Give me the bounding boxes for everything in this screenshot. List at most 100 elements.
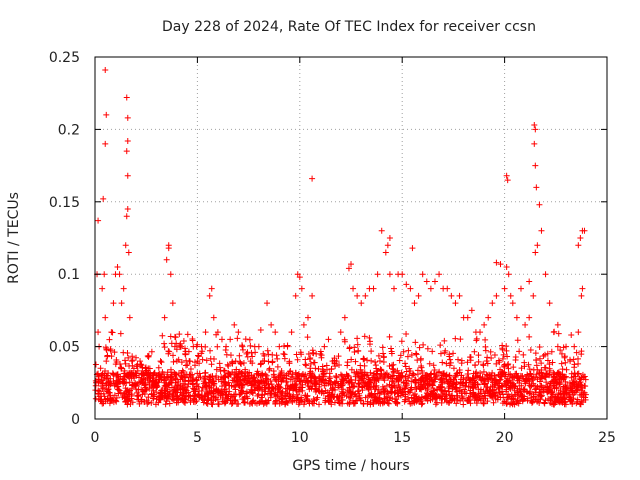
band-point — [318, 376, 325, 383]
band-point — [581, 382, 588, 389]
band-point — [406, 365, 413, 372]
band-point — [553, 385, 560, 392]
band-point — [521, 393, 528, 400]
band-point — [567, 384, 574, 391]
band-point — [424, 397, 431, 404]
band-point — [578, 374, 585, 381]
band-point — [499, 355, 506, 362]
band-point — [346, 401, 353, 408]
band-point — [299, 371, 306, 378]
band-point — [295, 373, 302, 380]
data-point — [122, 242, 129, 249]
band-point — [353, 368, 360, 375]
band-point — [555, 389, 562, 396]
band-point — [461, 386, 468, 393]
data-point — [532, 162, 539, 169]
band-point — [178, 369, 185, 376]
band-point — [522, 380, 529, 387]
band-point — [389, 377, 396, 384]
band-point — [425, 381, 432, 388]
band-point — [493, 389, 500, 396]
band-point — [473, 400, 480, 407]
band-point — [405, 375, 412, 382]
data-point — [124, 137, 131, 144]
band-point — [181, 345, 188, 352]
band-point — [295, 394, 302, 401]
band-point — [491, 351, 498, 358]
band-point — [206, 383, 213, 390]
band-point — [432, 401, 439, 408]
band-point — [465, 374, 472, 381]
band-point — [187, 366, 194, 373]
band-point — [355, 395, 362, 402]
band-point — [374, 390, 381, 397]
band-point — [546, 371, 553, 378]
band-point — [503, 343, 510, 350]
band-point — [502, 371, 509, 378]
band-point — [412, 350, 419, 357]
band-point — [482, 395, 489, 402]
band-point — [404, 353, 411, 360]
data-point — [95, 329, 102, 336]
band-point — [220, 367, 227, 374]
band-point — [402, 385, 409, 392]
data-point — [102, 314, 109, 321]
band-point — [225, 391, 232, 398]
band-point — [536, 355, 543, 362]
band-point — [453, 370, 460, 377]
band-point — [419, 400, 426, 407]
band-point — [202, 373, 209, 380]
band-point — [229, 360, 236, 367]
band-point — [196, 370, 203, 377]
band-point — [378, 371, 385, 378]
band-point — [473, 335, 480, 342]
band-point — [299, 387, 306, 394]
band-point — [457, 336, 464, 343]
band-point — [560, 374, 567, 381]
band-point — [412, 390, 419, 397]
band-point — [483, 371, 490, 378]
band-point — [368, 390, 375, 397]
band-point — [182, 351, 189, 358]
band-point — [357, 377, 364, 384]
band-point — [546, 367, 553, 374]
data-point — [124, 172, 131, 179]
band-point — [225, 370, 232, 377]
band-point — [366, 341, 373, 348]
band-point — [320, 376, 327, 383]
band-point — [441, 337, 448, 344]
band-point — [249, 381, 256, 388]
band-point — [213, 366, 220, 373]
band-point — [390, 361, 397, 368]
data-point — [345, 265, 352, 272]
band-point — [208, 361, 215, 368]
band-point — [380, 350, 387, 357]
data-point — [579, 285, 586, 292]
band-point — [384, 400, 391, 407]
band-point — [371, 380, 378, 387]
band-point — [505, 360, 512, 367]
data-point — [358, 300, 365, 307]
band-point — [350, 389, 357, 396]
band-point — [412, 376, 419, 383]
data-point — [542, 271, 549, 278]
band-point — [393, 399, 400, 406]
band-point — [452, 386, 459, 393]
band-point — [438, 377, 445, 384]
band-point — [547, 380, 554, 387]
band-point — [467, 379, 474, 386]
band-point — [390, 372, 397, 379]
band-point — [424, 345, 431, 352]
band-point — [135, 393, 142, 400]
band-point — [553, 371, 560, 378]
band-point — [286, 391, 293, 398]
band-point — [141, 380, 148, 387]
band-point — [122, 398, 129, 405]
band-point — [331, 379, 338, 386]
band-point — [559, 366, 566, 373]
band-point — [100, 384, 107, 391]
band-point — [335, 361, 342, 368]
band-point — [490, 399, 497, 406]
band-point — [417, 396, 424, 403]
band-point — [533, 371, 540, 378]
